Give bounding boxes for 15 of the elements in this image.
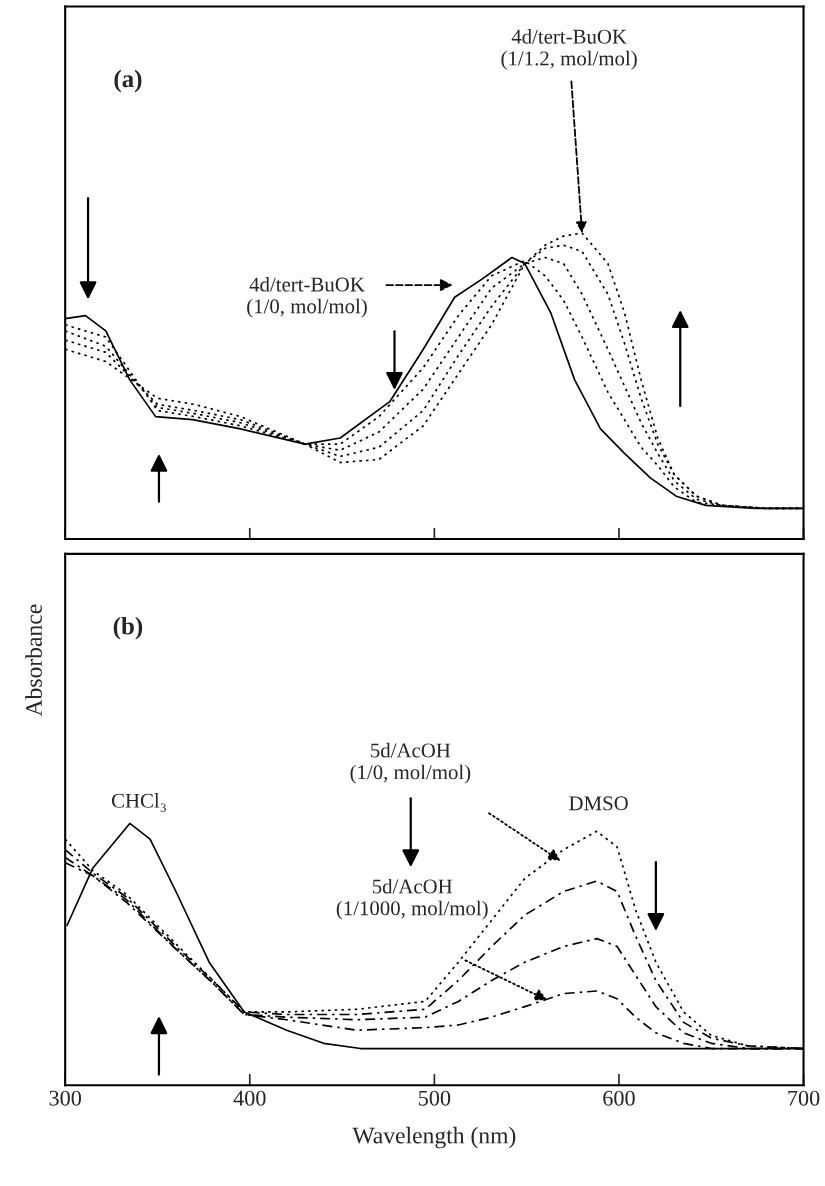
x-tick-label: 600 bbox=[603, 1090, 635, 1106]
annotation: 4d/tert-BuOK (1/1.2, mol/mol) bbox=[501, 29, 637, 70]
x-tick-label: 500 bbox=[418, 1090, 451, 1106]
annotation: 4d/tert-BuOK (1/0, mol/mol) bbox=[247, 276, 367, 318]
x-axis-title: Wavelength (nm) bbox=[352, 1126, 516, 1149]
y-axis-title: Absorbance bbox=[25, 604, 42, 717]
x-tick-label: 400 bbox=[233, 1090, 266, 1106]
annotation: CHCl₃ bbox=[111, 793, 166, 812]
x-tick-label: 300 bbox=[49, 1090, 81, 1106]
annotation: 5d/AcOH (1/1000, mol/mol) bbox=[336, 878, 488, 920]
x-tick-label: 700 bbox=[788, 1090, 820, 1106]
text: (a) bbox=[114, 69, 142, 93]
text: 5d/AcOH (1/0, mol/mol) bbox=[350, 742, 471, 784]
text: (b) bbox=[113, 616, 143, 640]
annotation: DMSO bbox=[569, 796, 628, 811]
